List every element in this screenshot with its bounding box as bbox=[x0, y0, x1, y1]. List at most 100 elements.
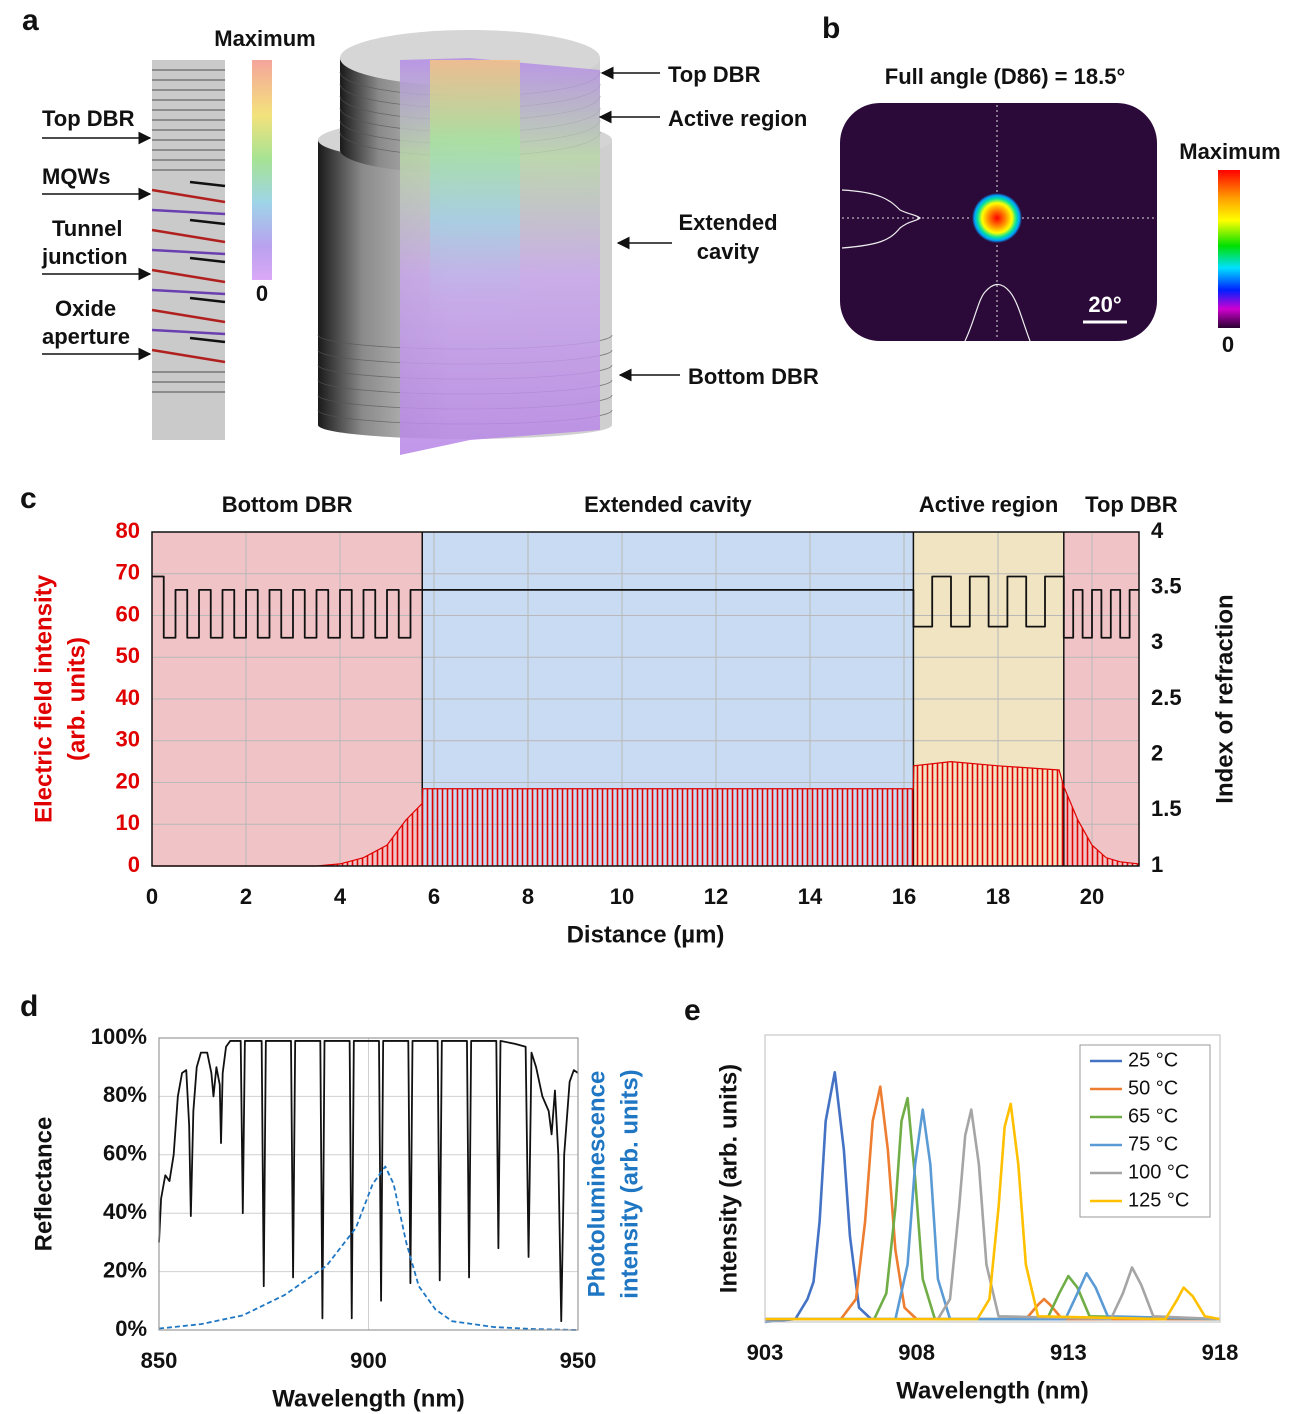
panel-label: a bbox=[22, 4, 39, 37]
region-label: Extended cavity bbox=[584, 492, 752, 517]
series-line bbox=[765, 1085, 1220, 1321]
layer-label: junction bbox=[41, 244, 128, 269]
y2-tick-label: 1 bbox=[1151, 852, 1163, 877]
panel-label: b bbox=[822, 12, 840, 45]
y-axis-label: Intensity (arb. units) bbox=[715, 1064, 742, 1293]
colorbar-min: 0 bbox=[256, 281, 268, 306]
x-tick-label: 8 bbox=[522, 884, 534, 909]
layer-label: MQWs bbox=[42, 164, 110, 189]
device-label: cavity bbox=[697, 239, 760, 264]
y-tick-label: 50 bbox=[116, 643, 140, 668]
x-axis-label: Distance (µm) bbox=[567, 921, 725, 948]
y-tick-label: 60 bbox=[116, 601, 140, 626]
device-label: Extended bbox=[678, 210, 777, 235]
y-tick-label: 80 bbox=[116, 518, 140, 543]
y2-tick-label: 3.5 bbox=[1151, 573, 1182, 598]
legend-label: 25 °C bbox=[1128, 1049, 1178, 1071]
device-label: Active region bbox=[668, 106, 807, 131]
device bbox=[317, 30, 613, 455]
region-label: Top DBR bbox=[1085, 492, 1178, 517]
series-line bbox=[764, 1071, 1220, 1324]
x-tick-label: 918 bbox=[1202, 1340, 1239, 1365]
colorbar-max: Maximum bbox=[214, 26, 315, 51]
layer-label: Oxide bbox=[55, 296, 116, 321]
y-tick-label: 70 bbox=[116, 560, 140, 585]
panel-label: e bbox=[684, 994, 701, 1027]
y2-axis-label: intensity (arb. units) bbox=[616, 1069, 643, 1298]
y2-tick-label: 1.5 bbox=[1151, 796, 1182, 821]
x-tick-label: 0 bbox=[146, 884, 158, 909]
colorbar bbox=[252, 60, 272, 280]
colorbar bbox=[1218, 170, 1240, 328]
area-line bbox=[152, 761, 1140, 867]
x-tick-label: 14 bbox=[798, 884, 823, 909]
y-axis-label: Reflectance bbox=[30, 1117, 57, 1252]
far-field-title: Full angle (D86) = 18.5° bbox=[885, 64, 1126, 89]
y-tick-label: 60% bbox=[103, 1141, 147, 1166]
x-tick-label: 900 bbox=[350, 1348, 387, 1373]
x-tick-label: 2 bbox=[240, 884, 252, 909]
x-tick-label: 20 bbox=[1080, 884, 1104, 909]
series-line bbox=[765, 1108, 1221, 1321]
colorbar-min: 0 bbox=[1222, 332, 1234, 357]
y-tick-label: 20% bbox=[103, 1257, 147, 1282]
y-tick-label: 0 bbox=[128, 852, 140, 877]
colorbar-max: Maximum bbox=[1179, 139, 1280, 164]
x-tick-label: 950 bbox=[560, 1348, 597, 1373]
layer-stack bbox=[151, 60, 226, 440]
series-line bbox=[158, 1040, 579, 1323]
area-fill bbox=[152, 761, 1139, 866]
x-axis-label: Wavelength (nm) bbox=[272, 1385, 464, 1412]
y-tick-label: 10 bbox=[116, 810, 140, 835]
layer-label: aperture bbox=[42, 324, 130, 349]
y2-tick-label: 2 bbox=[1151, 740, 1163, 765]
x-tick-label: 913 bbox=[1050, 1340, 1087, 1365]
y-tick-label: 40% bbox=[103, 1199, 147, 1224]
x-tick-label: 908 bbox=[898, 1340, 935, 1365]
plot-frame bbox=[151, 531, 1140, 867]
series-line bbox=[152, 575, 1139, 639]
plot-frame bbox=[764, 1034, 1221, 1323]
y2-axis-label: Photoluminescence bbox=[583, 1071, 610, 1298]
y2-tick-label: 4 bbox=[1151, 518, 1164, 543]
layer-label: Tunnel bbox=[52, 216, 122, 241]
y-tick-label: 80% bbox=[103, 1082, 147, 1107]
device-label: Bottom DBR bbox=[688, 364, 819, 389]
y-axis-label: (arb. units) bbox=[63, 637, 90, 761]
y2-axis-label: Index of refraction bbox=[1211, 594, 1238, 803]
panel-label: c bbox=[20, 482, 37, 515]
panel-label: d bbox=[20, 990, 38, 1023]
legend-label: 100 °C bbox=[1128, 1161, 1189, 1183]
y-tick-label: 30 bbox=[116, 727, 140, 752]
x-tick-label: 6 bbox=[428, 884, 440, 909]
y-tick-label: 100% bbox=[91, 1024, 147, 1049]
y2-tick-label: 3 bbox=[1151, 629, 1163, 654]
legend-box bbox=[1079, 1044, 1211, 1218]
scale-bar-label: 20° bbox=[1088, 292, 1121, 317]
x-tick-label: 16 bbox=[892, 884, 916, 909]
legend-label: 65 °C bbox=[1128, 1105, 1178, 1127]
far-field-image bbox=[840, 103, 1157, 342]
series-line bbox=[765, 1096, 1221, 1321]
y2-tick-label: 2.5 bbox=[1151, 685, 1182, 710]
device-label: Top DBR bbox=[668, 62, 761, 87]
region-label: Bottom DBR bbox=[222, 492, 353, 517]
x-tick-label: 903 bbox=[747, 1340, 784, 1365]
series-line bbox=[765, 1108, 1221, 1321]
x-tick-label: 10 bbox=[610, 884, 634, 909]
x-tick-label: 12 bbox=[704, 884, 728, 909]
y-axis-label: Electric field intensity bbox=[30, 574, 57, 823]
y-tick-label: 40 bbox=[116, 685, 140, 710]
y-tick-label: 20 bbox=[116, 768, 140, 793]
x-tick-label: 18 bbox=[986, 884, 1010, 909]
x-axis-label: Wavelength (nm) bbox=[896, 1377, 1088, 1404]
legend-label: 50 °C bbox=[1128, 1077, 1178, 1099]
series-line bbox=[158, 1165, 579, 1331]
legend-label: 75 °C bbox=[1128, 1133, 1178, 1155]
y-tick-label: 0% bbox=[115, 1316, 147, 1341]
series-line bbox=[765, 1102, 1221, 1321]
legend-label: 125 °C bbox=[1128, 1189, 1189, 1211]
layer-label: Top DBR bbox=[42, 106, 135, 131]
